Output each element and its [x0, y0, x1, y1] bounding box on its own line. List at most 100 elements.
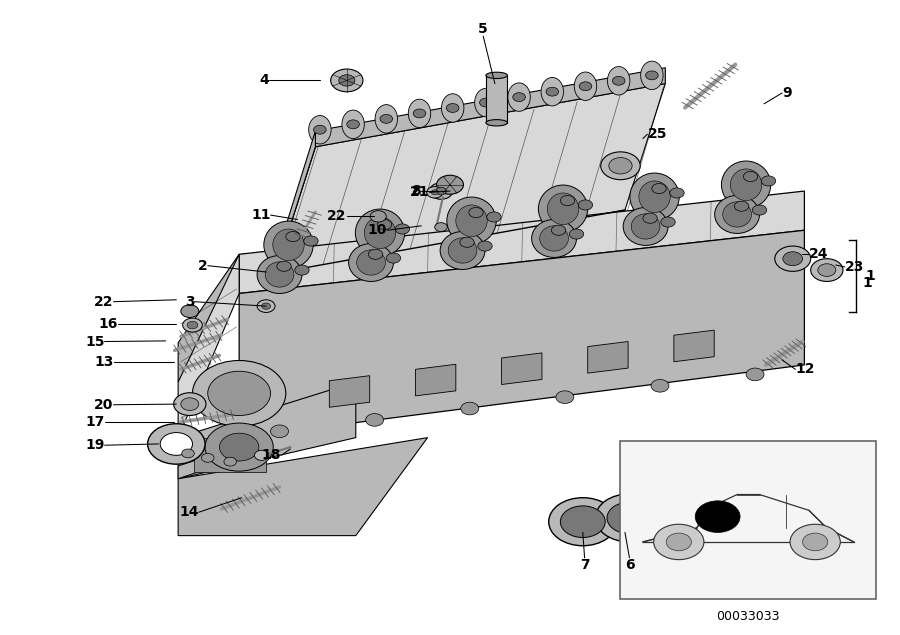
- Circle shape: [643, 213, 657, 224]
- Ellipse shape: [608, 67, 630, 95]
- Circle shape: [469, 208, 483, 218]
- Circle shape: [346, 120, 359, 129]
- Bar: [194, 438, 266, 472]
- Text: 1: 1: [866, 269, 875, 283]
- Text: 18: 18: [262, 448, 282, 462]
- Circle shape: [277, 261, 292, 271]
- Ellipse shape: [447, 197, 496, 244]
- Circle shape: [181, 398, 199, 410]
- Circle shape: [752, 205, 767, 215]
- Text: 22: 22: [94, 295, 113, 309]
- Ellipse shape: [486, 72, 508, 79]
- Circle shape: [429, 183, 453, 199]
- Circle shape: [549, 498, 616, 545]
- Circle shape: [546, 87, 559, 96]
- Ellipse shape: [309, 116, 331, 144]
- Polygon shape: [178, 254, 239, 382]
- Ellipse shape: [486, 119, 508, 126]
- Text: 24: 24: [809, 247, 828, 261]
- Circle shape: [436, 175, 464, 194]
- Text: 12: 12: [796, 363, 814, 377]
- Ellipse shape: [364, 217, 396, 248]
- Ellipse shape: [630, 173, 680, 220]
- Circle shape: [413, 109, 426, 118]
- Polygon shape: [501, 353, 542, 385]
- Ellipse shape: [532, 220, 577, 257]
- Text: 20: 20: [94, 398, 113, 411]
- Polygon shape: [416, 364, 455, 396]
- Ellipse shape: [623, 208, 668, 245]
- Ellipse shape: [440, 232, 485, 269]
- Ellipse shape: [540, 226, 569, 251]
- Text: 17: 17: [86, 415, 104, 429]
- Ellipse shape: [631, 214, 660, 239]
- Circle shape: [580, 82, 592, 91]
- Circle shape: [435, 223, 447, 232]
- Circle shape: [790, 525, 841, 559]
- Circle shape: [608, 157, 632, 174]
- Polygon shape: [674, 330, 715, 362]
- Ellipse shape: [723, 202, 752, 227]
- Circle shape: [436, 187, 446, 195]
- Ellipse shape: [448, 238, 477, 263]
- Circle shape: [148, 424, 205, 464]
- Circle shape: [461, 402, 479, 415]
- Text: 15: 15: [86, 335, 104, 349]
- Circle shape: [612, 76, 625, 85]
- Circle shape: [370, 211, 386, 222]
- Text: 21: 21: [410, 185, 429, 199]
- Circle shape: [661, 217, 675, 227]
- Circle shape: [746, 368, 764, 381]
- Circle shape: [182, 449, 194, 458]
- Circle shape: [607, 502, 652, 534]
- Circle shape: [271, 425, 289, 438]
- Circle shape: [666, 533, 691, 551]
- Ellipse shape: [547, 193, 579, 225]
- Text: 6: 6: [625, 558, 634, 572]
- Ellipse shape: [375, 105, 398, 133]
- Text: 11: 11: [251, 208, 271, 222]
- Ellipse shape: [273, 229, 304, 260]
- Ellipse shape: [731, 169, 761, 201]
- Text: 14: 14: [179, 505, 199, 519]
- Text: 7: 7: [580, 558, 590, 572]
- Ellipse shape: [264, 221, 313, 269]
- Circle shape: [818, 264, 836, 276]
- Circle shape: [761, 176, 776, 186]
- Ellipse shape: [257, 255, 302, 293]
- Ellipse shape: [541, 77, 563, 106]
- Circle shape: [487, 212, 501, 222]
- Circle shape: [783, 251, 803, 265]
- Polygon shape: [275, 131, 315, 273]
- Circle shape: [579, 200, 593, 210]
- Circle shape: [181, 305, 199, 318]
- Polygon shape: [178, 254, 239, 438]
- Text: 25: 25: [647, 127, 667, 141]
- Ellipse shape: [409, 99, 431, 128]
- Circle shape: [224, 457, 237, 466]
- Circle shape: [395, 224, 410, 234]
- Circle shape: [561, 506, 605, 537]
- Text: 22: 22: [328, 210, 346, 224]
- Bar: [486, 76, 508, 123]
- Ellipse shape: [356, 209, 405, 257]
- Text: 19: 19: [86, 438, 104, 452]
- Circle shape: [205, 423, 274, 471]
- Circle shape: [257, 300, 275, 312]
- Circle shape: [377, 220, 392, 230]
- Circle shape: [338, 75, 355, 86]
- Circle shape: [304, 236, 318, 246]
- Polygon shape: [178, 438, 262, 479]
- Polygon shape: [178, 438, 428, 535]
- Circle shape: [743, 171, 758, 182]
- Circle shape: [187, 321, 198, 329]
- Circle shape: [174, 392, 206, 415]
- Ellipse shape: [266, 262, 294, 287]
- Circle shape: [208, 371, 271, 415]
- Circle shape: [561, 196, 575, 206]
- Circle shape: [734, 201, 749, 211]
- Ellipse shape: [641, 61, 663, 90]
- Circle shape: [368, 249, 382, 259]
- Text: 4: 4: [259, 74, 269, 88]
- Polygon shape: [329, 376, 370, 407]
